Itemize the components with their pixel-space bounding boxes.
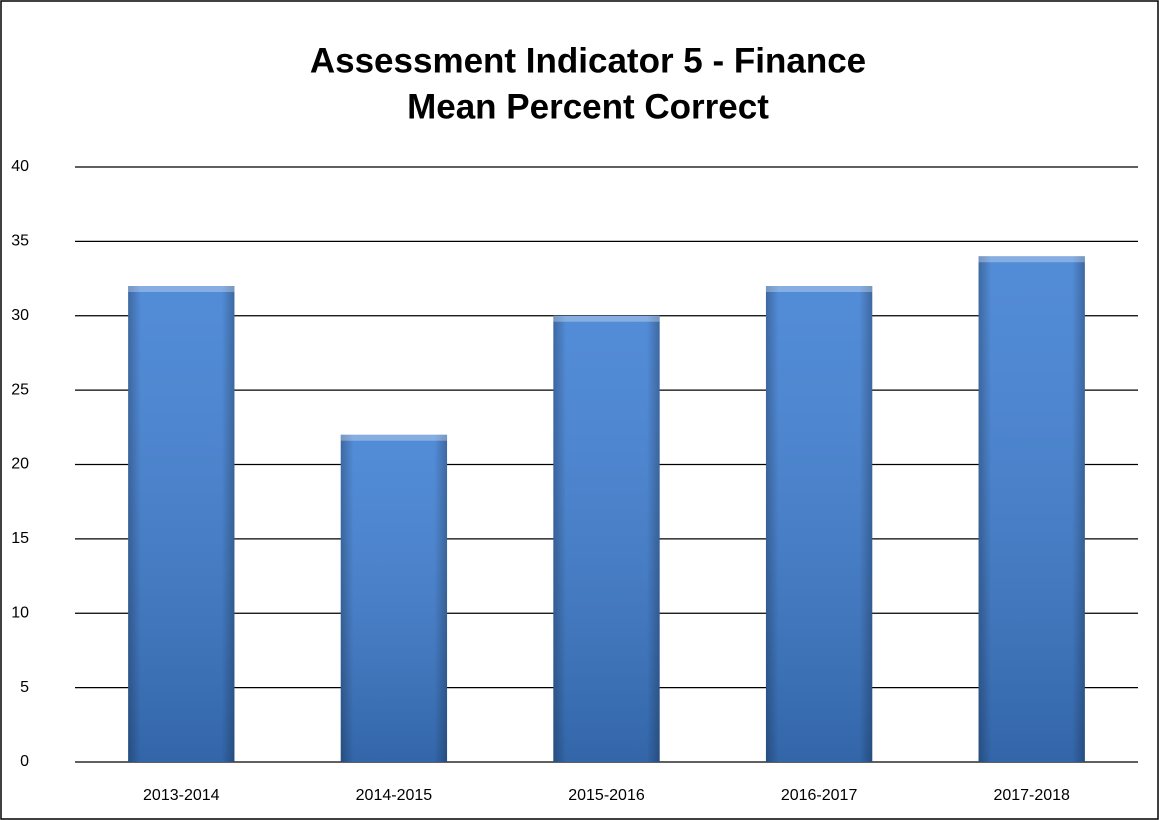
- bar-highlight: [978, 256, 1085, 263]
- bar-shade: [128, 286, 235, 762]
- chart-title: Mean Percent Correct: [407, 87, 769, 126]
- x-tick-label: 2013-2014: [143, 787, 220, 804]
- bar: [978, 256, 1085, 762]
- x-tick-label: 2015-2016: [568, 787, 645, 804]
- bar-highlight: [340, 434, 448, 441]
- bar-shade: [553, 315, 660, 762]
- x-tick-label: 2014-2015: [356, 787, 433, 804]
- x-tick-label: 2017-2018: [993, 787, 1070, 804]
- bar: [553, 315, 660, 762]
- bar-highlight: [765, 286, 873, 292]
- bar-highlight: [128, 286, 235, 292]
- y-tick-label: 30: [11, 307, 29, 324]
- bar-shade: [978, 256, 1085, 762]
- chart-title: Assessment Indicator 5 - Finance: [310, 41, 866, 80]
- bar: [128, 286, 235, 762]
- y-tick-label: 20: [11, 456, 29, 473]
- bar-shade: [340, 434, 448, 762]
- bar-highlight: [553, 315, 660, 322]
- bar: [340, 434, 448, 762]
- y-tick-label: 40: [11, 158, 29, 175]
- y-tick-label: 35: [11, 233, 29, 250]
- bar-shade: [765, 286, 873, 762]
- bar: [765, 286, 873, 762]
- x-tick-label: 2016-2017: [781, 787, 858, 804]
- y-tick-label: 25: [11, 381, 29, 398]
- y-tick-label: 5: [20, 679, 29, 696]
- y-tick-label: 10: [11, 604, 29, 621]
- y-tick-label: 15: [11, 530, 29, 547]
- y-tick-label: 0: [20, 753, 29, 770]
